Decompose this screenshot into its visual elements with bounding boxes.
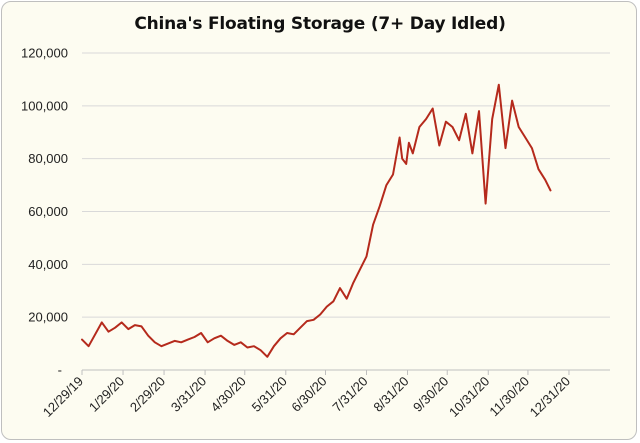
x-tick-label: 7/31/20 [329,374,370,415]
chart-title: China's Floating Storage (7+ Day Idled) [134,14,506,34]
x-tick-label: 2/29/20 [127,374,168,415]
x-tick-label: 11/30/20 [486,374,532,420]
y-tick-label: 60,000 [28,204,68,219]
series-line [81,83,552,358]
x-tick-label: 10/31/20 [446,374,492,420]
x-tick-label: 4/30/20 [208,374,249,415]
y-tick-label: 100,000 [21,98,68,113]
x-tick-label: 8/31/20 [370,374,411,415]
gridlines [82,52,610,318]
x-tick-label: 5/31/20 [249,374,290,415]
x-tick-label: 3/31/20 [168,374,209,415]
y-tick-label: - [58,363,62,378]
x-axis-tick-labels: 12/29/19 1/29/20 2/29/20 3/31/204/30/20 5/31… [40,374,573,420]
x-tick-label: 9/30/20 [410,374,451,415]
x-tick-label: 12/29/19 [40,374,86,420]
y-tick-label: 80,000 [28,151,68,166]
x-tick-label: 1/29/20 [86,374,127,415]
series-lines [81,83,552,358]
y-tick-label: 120,000 [21,46,68,61]
axes [81,369,610,375]
x-tick-label: 6/30/20 [288,374,329,415]
y-tick-label: 40,000 [28,257,68,272]
y-axis-tick-labels: - 20,000 40,000 60,000 80,000 100,000 120,000 [21,46,68,378]
y-tick-label: 20,000 [28,310,68,325]
x-tick-label: 12/31/20 [527,374,573,420]
